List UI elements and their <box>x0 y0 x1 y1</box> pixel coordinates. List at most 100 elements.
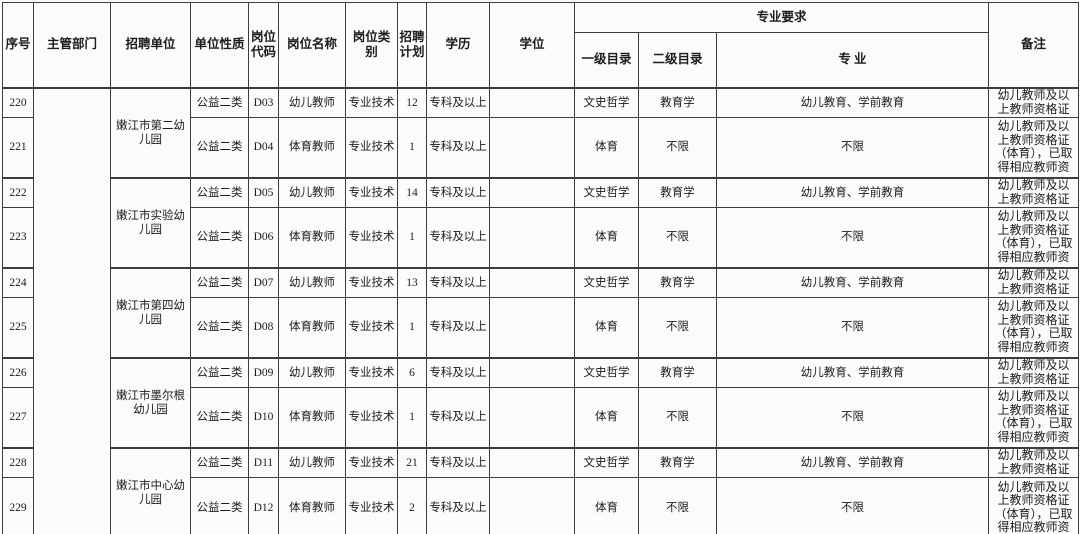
remark-cell: 幼儿教师及以上教师资格证 <box>988 266 1079 298</box>
col-header-level2: 二级目录 <box>638 32 717 88</box>
level1-directory-cell: 文史哲学 <box>574 266 639 298</box>
education-cell: 专科及以上 <box>426 86 490 118</box>
level1-directory-cell: 文史哲学 <box>574 86 639 118</box>
serial-cell: 226 <box>2 356 34 388</box>
remark-cell: 幼儿教师及以上教师资格证 <box>988 356 1079 388</box>
header-row-1: 序号 主管部门 招聘单位 单位性质 岗位代码 岗位名称 岗位类别 招聘计划 学历… <box>2 2 1079 88</box>
major-cell: 不限 <box>716 387 989 448</box>
col-header-unit: 招聘单位 <box>110 2 191 88</box>
position-code-cell: D07 <box>248 266 279 298</box>
major-cell: 幼儿教育、学前教育 <box>716 446 989 478</box>
table-row: 224 嫩江市第四幼儿园 公益二类 D07 幼儿教师 专业技术 13 专科及以上 文史哲学 教育学… <box>2 266 1079 358</box>
position-category-cell: 专业技术 <box>345 446 398 478</box>
degree-cell <box>489 86 575 118</box>
col-header-title: 岗位名称 <box>278 2 346 88</box>
degree-cell <box>489 387 575 448</box>
unit-nature-cell: 公益二类 <box>190 477 249 534</box>
level2-directory-cell: 不限 <box>638 297 717 358</box>
position-name-cell: 体育教师 <box>278 387 346 448</box>
table-row: 223 公益二类 D06 体育教师 专业技术 1 专科及以上 体育 不限 不限 幼儿教师及以上教师资… <box>2 207 1079 268</box>
recruiting-unit-cell: 嫩江市第二幼儿园 <box>110 86 191 178</box>
unit-nature-cell: 公益二类 <box>190 207 249 268</box>
level2-directory-cell: 教育学 <box>638 176 717 208</box>
serial-cell: 224 <box>2 266 34 298</box>
recruit-plan-cell: 12 <box>397 86 427 118</box>
table-body: 220 嫩江市第二幼儿园 公益二类 D03 幼儿教师 专业技术 12 专科及以上 文史哲学 教育学… <box>2 86 1079 534</box>
recruit-plan-cell: 1 <box>397 387 427 448</box>
level2-directory-cell: 不限 <box>638 477 717 534</box>
position-name-cell: 幼儿教师 <box>278 266 346 298</box>
recruiting-unit-cell: 嫩江市实验幼儿园 <box>110 176 191 268</box>
col-header-remark: 备注 <box>988 2 1079 88</box>
education-cell: 专科及以上 <box>426 387 490 448</box>
serial-cell: 227 <box>2 387 34 448</box>
col-header-plan: 招聘计划 <box>397 2 427 88</box>
education-cell: 专科及以上 <box>426 446 490 478</box>
degree-cell <box>489 356 575 388</box>
position-name-cell: 幼儿教师 <box>278 446 346 478</box>
major-cell: 不限 <box>716 477 989 534</box>
serial-cell: 220 <box>2 86 34 118</box>
position-code-cell: D06 <box>248 207 279 268</box>
degree-cell <box>489 297 575 358</box>
major-cell: 不限 <box>716 297 989 358</box>
col-header-degree: 学位 <box>489 2 575 88</box>
unit-nature-cell: 公益二类 <box>190 446 249 478</box>
level2-directory-cell: 教育学 <box>638 266 717 298</box>
level1-directory-cell: 体育 <box>574 117 639 178</box>
level2-directory-cell: 不限 <box>638 207 717 268</box>
serial-cell: 225 <box>2 297 34 358</box>
recruit-plan-cell: 13 <box>397 266 427 298</box>
position-category-cell: 专业技术 <box>345 297 398 358</box>
education-cell: 专科及以上 <box>426 266 490 298</box>
serial-cell: 229 <box>2 477 34 534</box>
position-category-cell: 专业技术 <box>345 356 398 388</box>
recruit-plan-cell: 1 <box>397 297 427 358</box>
position-category-cell: 专业技术 <box>345 86 398 118</box>
unit-nature-cell: 公益二类 <box>190 266 249 298</box>
position-code-cell: D10 <box>248 387 279 448</box>
unit-nature-cell: 公益二类 <box>190 86 249 118</box>
degree-cell <box>489 117 575 178</box>
table-row: 228 嫩江市中心幼儿园 公益二类 D11 幼儿教师 专业技术 21 专科及以上 文史哲学 教育学… <box>2 446 1079 534</box>
recruit-plan-cell: 2 <box>397 477 427 534</box>
recruiting-unit-cell: 嫩江市第四幼儿园 <box>110 266 191 358</box>
recruit-plan-cell: 1 <box>397 207 427 268</box>
table-header: 序号 主管部门 招聘单位 单位性质 岗位代码 岗位名称 岗位类别 招聘计划 学历… <box>2 2 1079 88</box>
col-header-major: 专 业 <box>716 32 989 88</box>
remark-cell: 幼儿教师及以上教师资格证（体育），已取得相应教师资 <box>988 387 1079 448</box>
position-name-cell: 体育教师 <box>278 117 346 178</box>
education-cell: 专科及以上 <box>426 117 490 178</box>
col-header-department: 主管部门 <box>33 2 111 88</box>
level1-directory-cell: 体育 <box>574 387 639 448</box>
level1-directory-cell: 文史哲学 <box>574 446 639 478</box>
level1-directory-cell: 体育 <box>574 297 639 358</box>
serial-cell: 221 <box>2 117 34 178</box>
serial-cell: 228 <box>2 446 34 478</box>
degree-cell <box>489 207 575 268</box>
position-code-cell: D11 <box>248 446 279 478</box>
position-code-cell: D04 <box>248 117 279 178</box>
position-code-cell: D05 <box>248 176 279 208</box>
remark-cell: 幼儿教师及以上教师资格证（体育），已取得相应教师资 <box>988 117 1079 178</box>
major-cell: 幼儿教育、学前教育 <box>716 86 989 118</box>
remark-cell: 幼儿教师及以上教师资格证 <box>988 176 1079 208</box>
unit-nature-cell: 公益二类 <box>190 356 249 388</box>
col-header-level1: 一级目录 <box>574 32 639 88</box>
position-name-cell: 幼儿教师 <box>278 176 346 208</box>
major-cell: 幼儿教育、学前教育 <box>716 266 989 298</box>
level1-directory-cell: 体育 <box>574 477 639 534</box>
position-name-cell: 体育教师 <box>278 207 346 268</box>
table-row: 221 公益二类 D04 体育教师 专业技术 1 专科及以上 体育 不限 不限 幼儿教师及以上教师资… <box>2 117 1079 178</box>
position-name-cell: 体育教师 <box>278 297 346 358</box>
unit-nature-cell: 公益二类 <box>190 117 249 178</box>
recruiting-unit-cell: 嫩江市墨尔根幼儿园 <box>110 356 191 448</box>
level2-directory-cell: 不限 <box>638 387 717 448</box>
table-row: 229 公益二类 D12 体育教师 专业技术 2 专科及以上 体育 不限 不限 幼儿教师及以上教师资… <box>2 477 1079 534</box>
remark-cell: 幼儿教师及以上教师资格证（体育），已取得相应教师资 <box>988 207 1079 268</box>
position-category-cell: 专业技术 <box>345 477 398 534</box>
recruit-plan-cell: 1 <box>397 117 427 178</box>
position-code-cell: D12 <box>248 477 279 534</box>
recruiting-unit-cell: 嫩江市中心幼儿园 <box>110 446 191 534</box>
col-header-education: 学历 <box>426 2 490 88</box>
